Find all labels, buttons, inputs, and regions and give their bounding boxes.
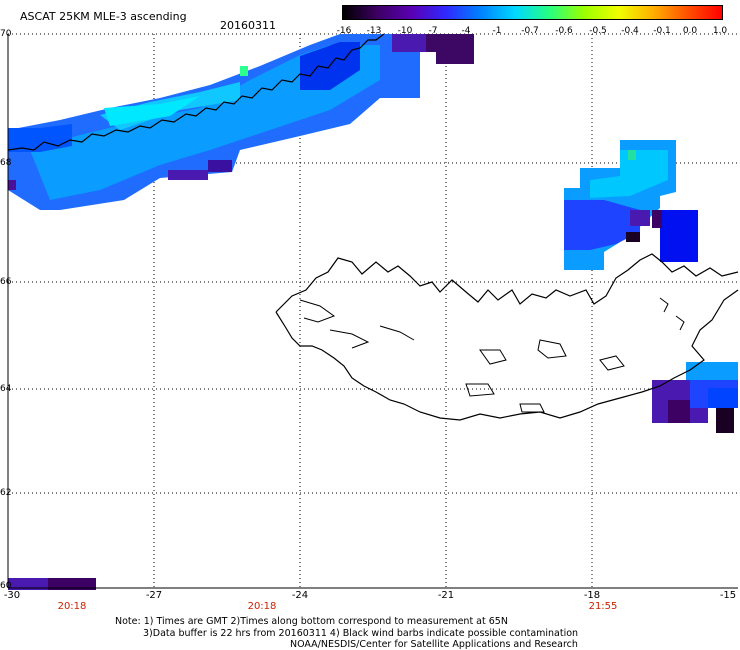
lon-label: -30: [3, 590, 21, 601]
colorbar-label: 1.0: [712, 26, 728, 36]
time-label: 20:18: [247, 601, 277, 612]
lat-label: 66: [0, 277, 12, 287]
time-label: 21:55: [588, 601, 618, 612]
lat-label: 64: [0, 384, 12, 394]
colorbar-label: -0.7: [521, 26, 539, 36]
colorbar-label: -13: [366, 26, 382, 36]
colorbar-label: -0.5: [589, 26, 607, 36]
axis-ticks: [7, 34, 738, 589]
colorbar-label: -0.1: [653, 26, 671, 36]
greenland-coastline: [7, 33, 385, 151]
colorbar: [342, 5, 723, 20]
wind-swath-southeast: [652, 362, 738, 433]
lon-label: -24: [291, 590, 309, 601]
colorbar-label: -1: [492, 26, 502, 36]
colorbar-label: -10: [397, 26, 413, 36]
lon-label: -15: [719, 590, 737, 601]
lon-label: -21: [437, 590, 455, 601]
gridlines: [7, 33, 738, 588]
colorbar-label: -7: [428, 26, 438, 36]
map-title: ASCAT 25KM MLE-3 ascending: [20, 10, 187, 23]
wind-swath-northeast: [564, 140, 698, 270]
iceland-fjords: [299, 297, 685, 413]
colorbar-label: -0.4: [621, 26, 639, 36]
wind-swath-bottom: [8, 578, 96, 590]
note-line-1: Note: 1) Times are GMT 2)Times along bot…: [115, 616, 508, 627]
iceland-outline: [275, 253, 739, 421]
wind-swath-northwest: [8, 34, 474, 210]
colorbar-label: -16: [336, 26, 352, 36]
colorbar-label: -0.6: [555, 26, 573, 36]
lon-label: -27: [145, 590, 163, 601]
map-date: 20160311: [220, 19, 276, 32]
note-line-3: NOAA/NESDIS/Center for Satellite Applica…: [290, 639, 578, 650]
lat-label: 70: [0, 29, 12, 39]
lat-label: 62: [0, 488, 12, 498]
time-label: 20:18: [57, 601, 87, 612]
lon-label: -18: [583, 590, 601, 601]
colorbar-label: -4: [461, 26, 471, 36]
lat-label: 68: [0, 158, 12, 168]
colorbar-label: 0.0: [682, 26, 698, 36]
lat-label: 60: [0, 581, 12, 591]
note-line-2: 3)Data buffer is 22 hrs from 20160311 4)…: [143, 628, 579, 639]
